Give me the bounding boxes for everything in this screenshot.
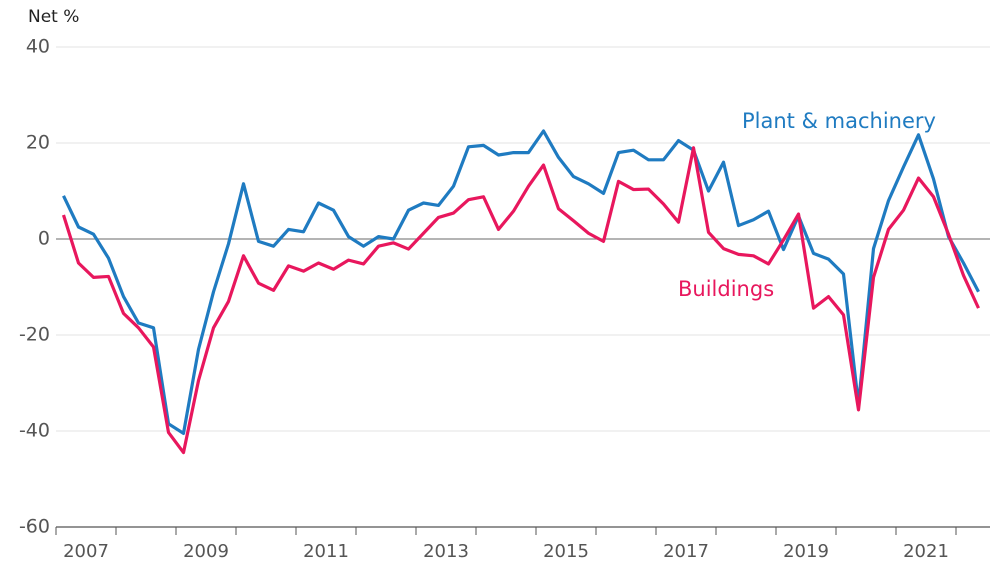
y-tick-label: -40 xyxy=(19,420,50,442)
x-tick-label: 2007 xyxy=(63,541,109,562)
series-label: Buildings xyxy=(678,277,774,301)
x-tick-label: 2011 xyxy=(303,541,349,562)
x-tick-label: 2013 xyxy=(423,541,469,562)
y-tick-label: 40 xyxy=(26,36,50,58)
y-tick-label: -20 xyxy=(19,324,50,346)
x-tick-label: 2015 xyxy=(543,541,589,562)
x-tick-label: 2019 xyxy=(783,541,829,562)
x-tick-label: 2017 xyxy=(663,541,709,562)
y-tick-label: 0 xyxy=(38,228,50,250)
series-label: Plant & machinery xyxy=(742,109,936,133)
x-tick-label: 2021 xyxy=(903,541,949,562)
y-tick-label: 20 xyxy=(26,132,50,154)
line-series xyxy=(62,129,980,435)
y-tick-label: -60 xyxy=(19,516,50,538)
line-series xyxy=(61,146,980,455)
x-tick-label: 2009 xyxy=(183,541,229,562)
y-axis-label: Net % xyxy=(28,7,79,27)
